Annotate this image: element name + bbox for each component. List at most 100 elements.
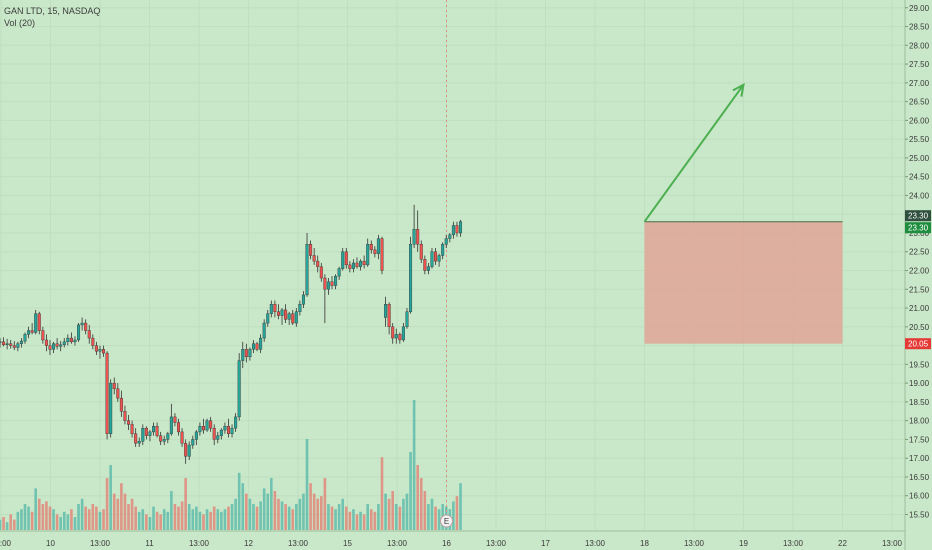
volume-bar: [5, 522, 9, 530]
earnings-marker[interactable]: E: [440, 514, 453, 528]
volume-bar: [159, 514, 162, 530]
volume-bar: [41, 504, 45, 530]
candle: [134, 428, 138, 447]
candle: [387, 302, 391, 335]
candle: [87, 324, 91, 344]
volume-bar: [341, 498, 345, 530]
price-tick-label: 25.50: [909, 135, 930, 144]
candle: [384, 296, 388, 327]
volume-bar: [312, 493, 316, 530]
volume-bar: [391, 491, 394, 530]
candle-body: [34, 313, 38, 333]
candle-body: [355, 262, 359, 267]
candle: [276, 304, 280, 320]
time-tick-label: 18: [640, 539, 649, 548]
time-tick-label: 13:00: [486, 539, 507, 548]
candle-body: [187, 444, 191, 457]
candle: [230, 424, 234, 438]
candle: [294, 308, 298, 327]
candle: [194, 430, 198, 446]
volume-bar: [334, 509, 337, 530]
candle-body: [52, 343, 56, 350]
candle-body: [373, 249, 377, 254]
time-tick-label: 17: [541, 539, 550, 548]
candle-body: [144, 427, 148, 436]
candle-body: [216, 435, 220, 440]
candle: [348, 261, 352, 273]
volume-bar: [109, 465, 112, 530]
candle: [119, 390, 123, 417]
candle-body: [305, 244, 309, 296]
volume-bar: [437, 509, 441, 530]
candle-body: [348, 264, 352, 269]
candle-body: [176, 422, 180, 433]
volume-bar: [327, 504, 330, 530]
candle: [226, 418, 230, 438]
volume-bar: [384, 493, 387, 530]
candle-body: [312, 255, 316, 262]
time-tick-label: 11: [145, 539, 154, 548]
volume-legend[interactable]: Vol (20): [4, 18, 36, 28]
price-tick-label: 18.50: [909, 398, 930, 407]
candle: [166, 431, 170, 444]
volume-bar: [0, 519, 2, 530]
candle: [259, 334, 263, 354]
volume-bar: [137, 511, 141, 530]
arrow-shaft: [643, 84, 745, 223]
price-tick-label: 27.50: [909, 60, 930, 69]
candle-body: [262, 322, 266, 339]
volume-bar: [394, 504, 398, 530]
candle-body: [437, 255, 441, 262]
candle-body: [119, 397, 123, 412]
candle-body: [451, 225, 455, 236]
candle: [159, 431, 163, 446]
candle: [441, 242, 445, 260]
candle-body: [359, 260, 363, 267]
candle: [91, 334, 95, 350]
candle-body: [152, 426, 156, 433]
volume-bar: [273, 491, 277, 530]
candle: [73, 336, 77, 346]
volume-bar: [366, 504, 370, 530]
volume-bar: [66, 514, 70, 530]
time-axis[interactable]: 13:00 10 13:00 11 13:00 12 13:00 15 13:00 16 13:00…: [0, 530, 905, 548]
time-tick-label: 19: [739, 539, 748, 548]
candle-body: [323, 277, 327, 290]
volume-bar: [223, 509, 227, 530]
volume-bar: [252, 504, 255, 530]
candle: [37, 311, 41, 335]
volume-bar: [30, 511, 34, 530]
candle: [326, 278, 330, 295]
candle: [355, 257, 359, 269]
earnings-circle[interactable]: [440, 514, 453, 528]
candle: [426, 263, 430, 275]
price-tick-label: 26.50: [909, 98, 930, 107]
candle-body: [198, 426, 202, 433]
price-axis[interactable]: 15.50 16.00 16.50 17.00 17.50 18.00 18.50 19.00…: [905, 4, 930, 520]
candle: [401, 323, 405, 342]
candle: [309, 240, 313, 260]
candle: [116, 383, 120, 402]
arrow-head: [732, 82, 745, 97]
candle: [94, 341, 98, 355]
candle-body: [73, 339, 77, 343]
volume-bar: [209, 511, 212, 530]
volume-bar: [266, 493, 270, 530]
candle-body: [109, 382, 113, 434]
target-arrow[interactable]: [643, 82, 745, 223]
volume-bar: [455, 496, 459, 530]
time-tick-label: 16: [442, 539, 451, 548]
candle: [319, 263, 323, 282]
candle: [148, 430, 152, 442]
volume-bar: [180, 501, 184, 530]
volume-bar: [212, 506, 216, 530]
stop-loss-zone[interactable]: [644, 221, 843, 344]
volume-bar: [173, 504, 177, 530]
candle-body: [102, 349, 106, 354]
candle: [152, 422, 156, 436]
candle-body: [184, 442, 188, 457]
candle-body: [19, 340, 23, 344]
symbol-legend[interactable]: GAN LTD, 15, NASDAQ: [4, 6, 101, 16]
candle: [41, 326, 45, 344]
